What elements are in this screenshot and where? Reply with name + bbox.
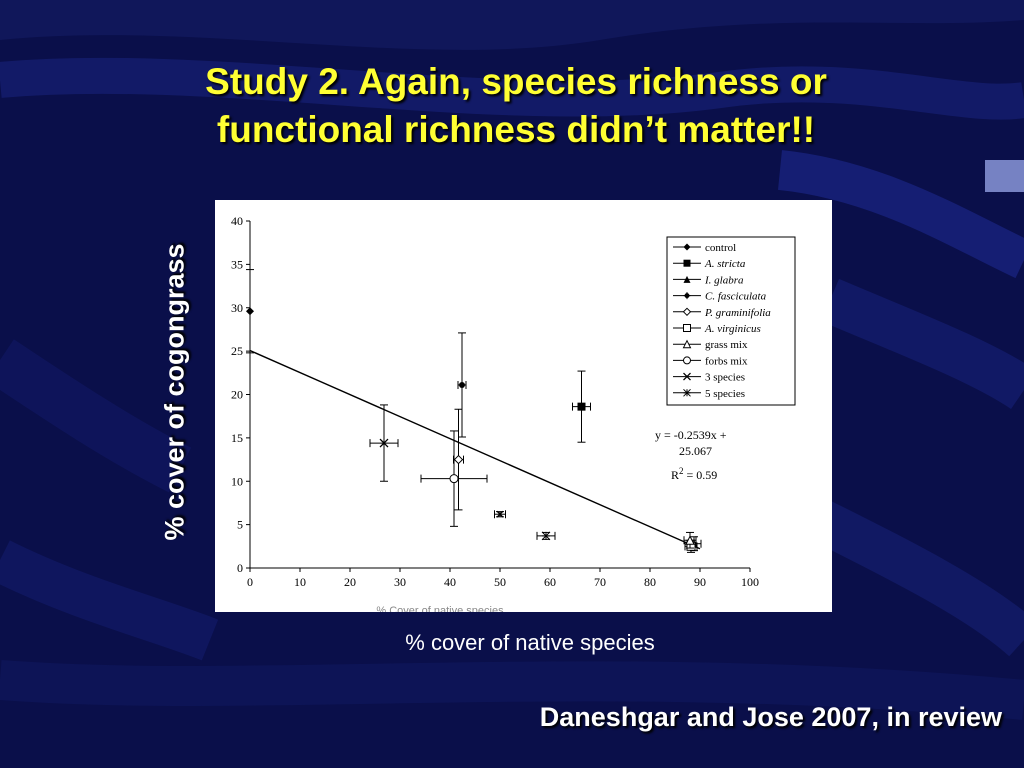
marker-asterisk	[683, 388, 691, 397]
y-tick-label: 40	[231, 214, 243, 228]
trendline-equation-line-2: 25.067	[679, 444, 712, 458]
x-tick-label: 20	[344, 575, 356, 589]
x-tick-label: 0	[247, 575, 253, 589]
x-tick-label: 70	[594, 575, 606, 589]
x-tick-label: 50	[494, 575, 506, 589]
marker-x	[379, 438, 389, 448]
data-point	[494, 510, 506, 519]
r-squared-label: R2 = 0.59	[671, 466, 717, 482]
marker-triangle-open	[685, 535, 695, 545]
legend-label: control	[705, 242, 736, 254]
data-point	[420, 430, 488, 527]
x-tick-label: 100	[741, 575, 759, 589]
trendline	[249, 349, 701, 550]
trendline-equation-line-1: y = -0.2539x +	[655, 428, 727, 442]
slide-title: Study 2. Again, species richness or func…	[60, 58, 972, 154]
marker-diamond-open	[453, 454, 464, 465]
legend-item: 5 species	[673, 388, 745, 400]
data-point	[457, 332, 467, 438]
marker-asterisk	[541, 531, 551, 541]
legend: control A. stricta I. glabra C. fasciculata…	[666, 236, 796, 406]
inner-x-axis-label: % Cover of native species	[376, 605, 504, 612]
legend-item: grass mix	[673, 339, 748, 351]
citation: Daneshgar and Jose 2007, in review	[539, 702, 1002, 732]
legend-item: C. fasciculata	[673, 291, 767, 303]
title-line-1: Study 2. Again, species richness or	[205, 61, 827, 102]
x-tick-label: 30	[394, 575, 406, 589]
chart-panel: 0 5 10 15 20 25 30 35 40 0 10 20 30 40 50 60 70 80 90 100 % …	[215, 200, 832, 612]
legend-item: A. stricta	[673, 258, 746, 270]
title-line-2: functional richness didn’t matter!!	[216, 109, 816, 150]
legend-item: I. glabra	[673, 274, 744, 286]
data-point	[683, 531, 697, 549]
marker-diamond-open	[682, 307, 692, 317]
x-axis-title: % cover of native species	[405, 630, 655, 655]
legend-label: C. fasciculata	[705, 291, 767, 303]
data-point	[369, 404, 399, 482]
y-tick-label: 15	[231, 431, 243, 445]
y-tick-label: 10	[231, 474, 243, 488]
y-axis-title: % cover of cogongrass	[159, 243, 190, 541]
x-tick-label: 90	[694, 575, 706, 589]
marker-square-filled	[683, 259, 691, 267]
marker-circle-open	[449, 474, 459, 484]
legend-label: 5 species	[705, 388, 745, 400]
legend-item: control	[673, 242, 736, 254]
marker-star-filled	[458, 380, 466, 389]
legend-item: forbs mix	[673, 355, 748, 367]
marker-square-filled	[577, 402, 586, 411]
marker-triangle-filled	[683, 275, 691, 283]
x-tick-label: 60	[544, 575, 556, 589]
marker-triangle-open	[682, 339, 692, 349]
data-point	[453, 408, 464, 511]
x-tick-label: 80	[644, 575, 656, 589]
y-tick-label: 20	[231, 388, 243, 402]
marker-x-small	[496, 510, 504, 518]
marker-square-open	[683, 324, 691, 332]
y-tick-label: 0	[237, 561, 243, 575]
legend-item: A. virginicus	[673, 323, 761, 335]
data-point	[246, 269, 254, 354]
y-tick-label: 30	[231, 301, 243, 315]
y-tick-label: 25	[231, 344, 243, 358]
data-point	[536, 531, 556, 541]
legend-label: forbs mix	[705, 355, 748, 367]
legend-label: A. virginicus	[704, 323, 761, 335]
data-point	[572, 370, 591, 443]
legend-item: 3 species	[673, 372, 745, 384]
marker-x	[683, 372, 691, 381]
y-tick-label: 35	[231, 257, 243, 271]
legend-label: P. graminifolia	[704, 307, 771, 319]
marker-circle-open	[683, 356, 691, 365]
scatter-chart: 0 5 10 15 20 25 30 35 40 0 10 20 30 40 50 60 70 80 90 100 % …	[231, 214, 796, 612]
legend-label: grass mix	[705, 339, 748, 351]
x-tick-label: 40	[444, 575, 456, 589]
x-tick-label: 10	[294, 575, 306, 589]
legend-label: I. glabra	[704, 274, 744, 286]
legend-label: A. stricta	[704, 258, 746, 270]
legend-label: 3 species	[705, 372, 745, 384]
marker-diamond-filled	[246, 307, 254, 316]
y-tick-label: 5	[237, 518, 243, 532]
legend-item: P. graminifolia	[673, 307, 771, 319]
marker-diamond-filled	[683, 243, 691, 251]
marker-star-filled	[683, 292, 691, 300]
